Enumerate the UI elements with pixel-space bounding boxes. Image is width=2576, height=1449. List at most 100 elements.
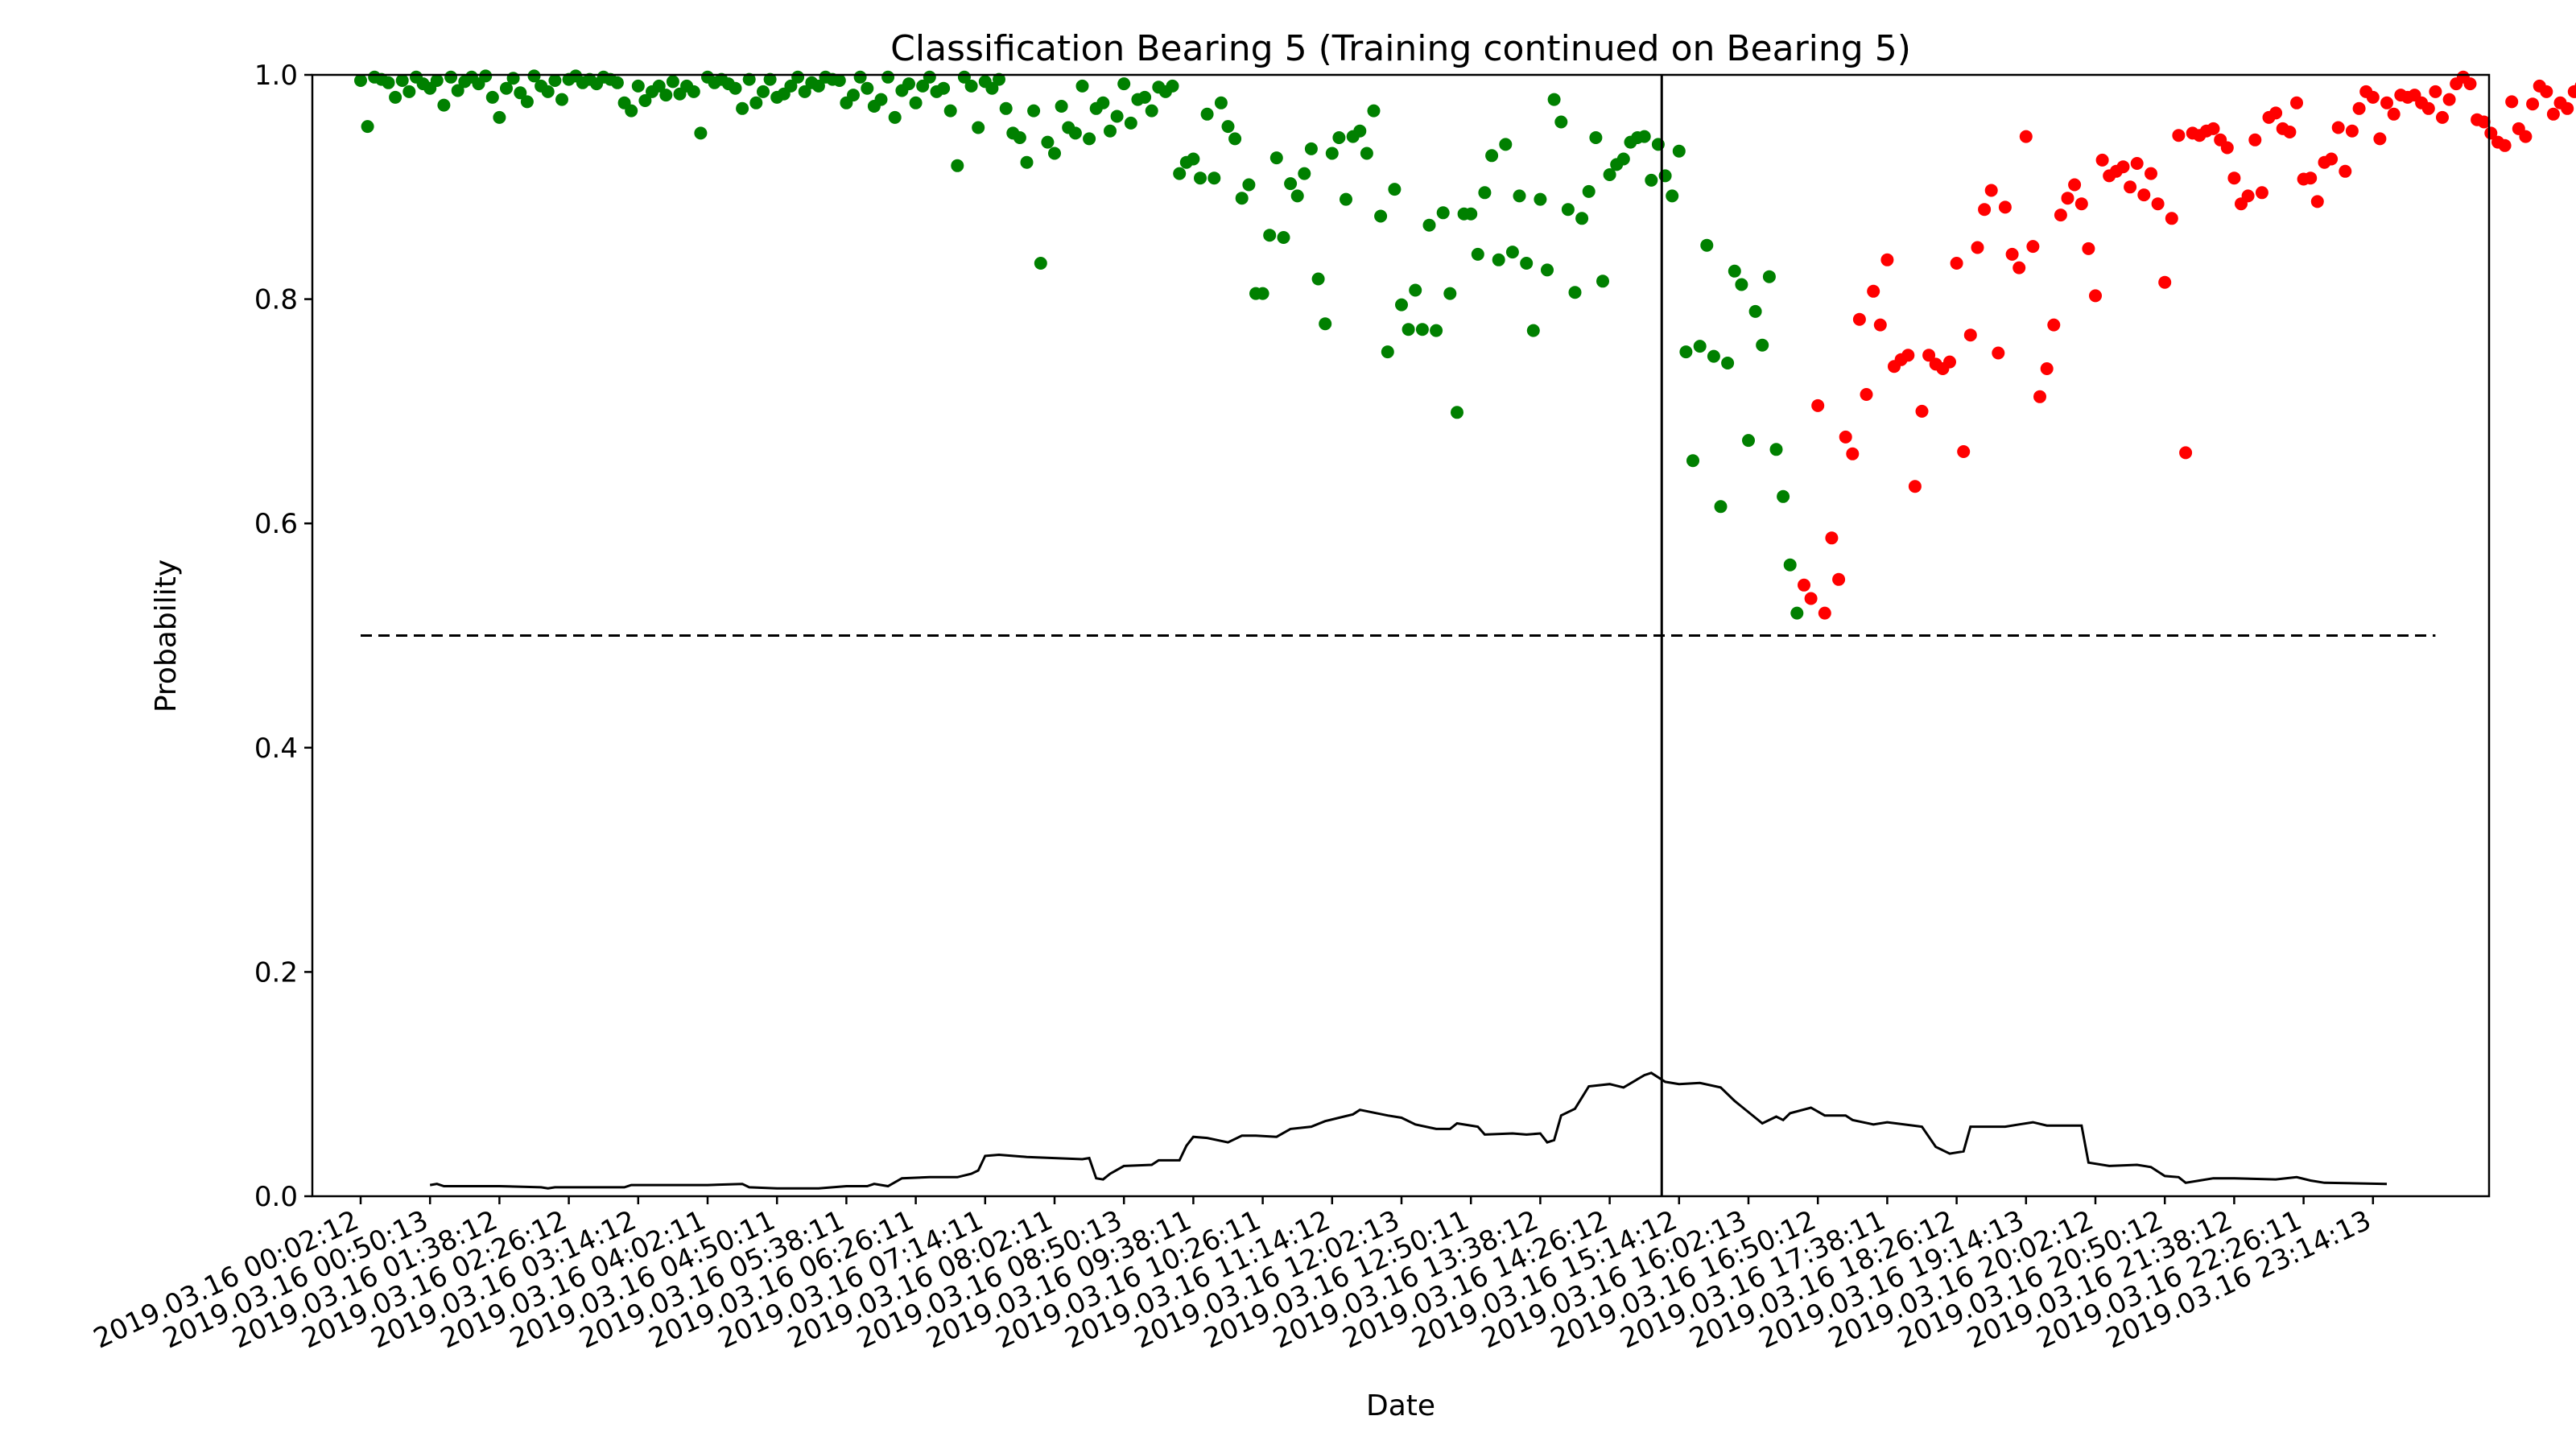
data-point-before-split bbox=[1367, 104, 1381, 118]
data-point-after-split bbox=[2013, 261, 2026, 275]
data-point-before-split bbox=[1332, 131, 1346, 144]
data-point-before-split bbox=[1707, 349, 1720, 363]
chart-title: Classification Bearing 5 (Training conti… bbox=[890, 28, 1911, 69]
data-point-before-split bbox=[638, 94, 652, 107]
data-point-before-split bbox=[1290, 189, 1304, 203]
data-point-before-split bbox=[1554, 115, 1568, 129]
data-point-before-split bbox=[1464, 207, 1478, 221]
data-point-before-split bbox=[451, 84, 464, 97]
data-point-after-split bbox=[2227, 171, 2241, 185]
data-point-after-split bbox=[2095, 153, 2109, 167]
data-point-after-split bbox=[2019, 130, 2033, 143]
data-point-before-split bbox=[972, 121, 985, 134]
data-point-before-split bbox=[736, 101, 749, 115]
data-point-after-split bbox=[1915, 404, 1929, 418]
data-point-before-split bbox=[853, 70, 867, 84]
data-point-before-split bbox=[514, 86, 527, 100]
data-point-before-split bbox=[985, 81, 999, 95]
data-point-after-split bbox=[2269, 106, 2283, 120]
y-tick-label: 0.6 bbox=[254, 508, 298, 540]
data-point-before-split bbox=[1124, 116, 1137, 130]
data-point-after-split bbox=[1880, 253, 1894, 266]
data-point-after-split bbox=[2325, 152, 2339, 166]
data-point-after-split bbox=[2089, 289, 2102, 303]
data-point-before-split bbox=[1083, 132, 1096, 146]
data-point-after-split bbox=[2561, 101, 2574, 115]
data-point-before-split bbox=[506, 72, 520, 85]
data-point-before-split bbox=[555, 93, 568, 106]
data-point-before-split bbox=[1526, 324, 1540, 337]
data-point-before-split bbox=[943, 104, 957, 118]
data-point-after-split bbox=[1992, 346, 2005, 360]
data-point-before-split bbox=[389, 90, 402, 104]
data-point-before-split bbox=[1547, 93, 1561, 106]
data-point-before-split bbox=[1117, 77, 1131, 91]
data-point-after-split bbox=[1943, 355, 1956, 369]
data-point-before-split bbox=[784, 79, 798, 93]
data-point-before-split bbox=[1208, 171, 1221, 185]
data-point-after-split bbox=[1798, 578, 1810, 592]
data-point-before-split bbox=[500, 81, 513, 95]
data-point-before-split bbox=[1395, 298, 1408, 312]
data-point-after-split bbox=[2165, 212, 2178, 225]
data-point-before-split bbox=[1166, 79, 1179, 93]
data-point-before-split bbox=[1381, 345, 1394, 359]
data-point-before-split bbox=[1596, 275, 1609, 288]
data-point-before-split bbox=[1055, 100, 1068, 113]
data-point-before-split bbox=[1235, 192, 1249, 205]
data-point-before-split bbox=[1485, 149, 1499, 163]
data-point-before-split bbox=[1110, 109, 1124, 123]
data-point-after-split bbox=[2387, 107, 2401, 121]
data-point-after-split bbox=[1818, 606, 1831, 620]
data-point-after-split bbox=[2026, 240, 2040, 254]
data-point-before-split bbox=[1360, 147, 1373, 160]
data-point-after-split bbox=[2137, 188, 2151, 202]
data-point-after-split bbox=[2442, 93, 2456, 106]
data-point-after-split bbox=[1922, 349, 1936, 362]
data-point-after-split bbox=[2477, 115, 2491, 129]
data-point-before-split bbox=[1263, 229, 1277, 242]
data-point-before-split bbox=[1471, 247, 1484, 261]
data-point-after-split bbox=[2331, 121, 2345, 134]
data-point-after-split bbox=[1860, 388, 1873, 401]
data-point-before-split bbox=[354, 74, 367, 87]
data-point-before-split bbox=[1499, 138, 1513, 151]
data-point-before-split bbox=[548, 74, 562, 87]
data-point-before-split bbox=[1616, 152, 1630, 166]
data-point-after-split bbox=[2145, 167, 2157, 180]
data-point-before-split bbox=[1748, 304, 1762, 318]
data-point-after-split bbox=[1963, 328, 1977, 342]
data-point-after-split bbox=[1839, 430, 1852, 444]
data-point-after-split bbox=[2310, 195, 2324, 208]
y-axis-ticks: 0.0 0.2 0.4 0.6 0.8 1.0 bbox=[254, 60, 312, 1213]
data-point-before-split bbox=[1409, 283, 1422, 297]
data-point-before-split bbox=[1790, 606, 1804, 620]
data-point-before-split bbox=[1693, 340, 1707, 353]
data-point-before-split bbox=[652, 79, 666, 93]
data-point-after-split bbox=[1998, 200, 2012, 214]
data-point-before-split bbox=[1096, 96, 1110, 109]
data-point-before-split bbox=[1700, 238, 1714, 252]
data-point-before-split bbox=[666, 75, 679, 89]
data-point-before-split bbox=[1762, 270, 1776, 283]
data-point-after-split bbox=[2380, 96, 2393, 109]
data-point-before-split bbox=[444, 70, 458, 84]
data-point-before-split bbox=[1415, 323, 1429, 336]
data-point-before-split bbox=[1304, 142, 1318, 155]
data-point-after-split bbox=[2345, 124, 2359, 138]
data-point-before-split bbox=[1422, 218, 1436, 232]
data-point-before-split bbox=[1068, 126, 1082, 140]
data-point-before-split bbox=[1311, 272, 1325, 286]
data-point-after-split bbox=[1984, 184, 1998, 197]
data-point-before-split bbox=[1492, 253, 1505, 266]
data-point-before-split bbox=[798, 85, 811, 98]
data-point-before-split bbox=[1221, 120, 1235, 134]
data-point-before-split bbox=[1374, 209, 1388, 223]
data-point-before-split bbox=[395, 74, 409, 87]
data-point-before-split bbox=[742, 72, 756, 86]
data-point-before-split bbox=[437, 98, 451, 112]
data-point-before-split bbox=[1541, 263, 1554, 277]
data-point-after-split bbox=[2061, 192, 2074, 205]
data-point-before-split bbox=[861, 81, 874, 95]
